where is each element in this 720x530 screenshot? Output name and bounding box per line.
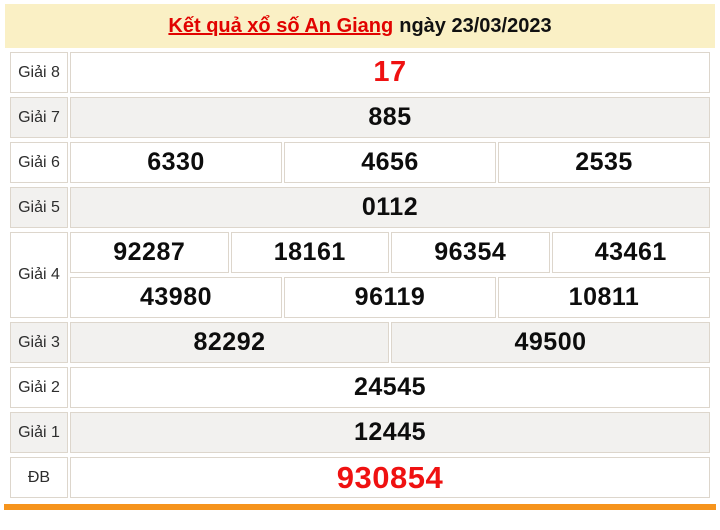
prize-number-6b: 4656 — [284, 142, 496, 183]
prize-number-3b: 49500 — [391, 322, 710, 363]
results-title-link[interactable]: Kết quả xổ số An Giang — [168, 14, 394, 37]
row-prize-3: Giải 3 82292 49500 — [10, 322, 710, 363]
prize-number-db: 930854 — [70, 457, 710, 498]
prize-number-4b: 18161 — [230, 232, 389, 273]
prize-number-5: 0112 — [70, 187, 710, 228]
prize-number-4d: 43461 — [551, 232, 710, 273]
results-table-wrapper: Giải 8 17 Giải 7 885 Giải 6 6330 4656 25… — [8, 48, 712, 502]
row-prize-4b: 43980 96119 10811 — [10, 277, 710, 318]
row-prize-8: Giải 8 17 — [10, 52, 710, 93]
prize-label-db: ĐB — [10, 457, 68, 498]
prize-number-2: 24545 — [70, 367, 710, 408]
prize-number-7: 885 — [70, 97, 710, 138]
prize-label-6: Giải 6 — [10, 142, 68, 183]
prize-number-1: 12445 — [70, 412, 710, 453]
prize-number-6c: 2535 — [498, 142, 710, 183]
prize-number-4e: 43980 — [70, 277, 282, 318]
prize-label-5: Giải 5 — [10, 187, 68, 228]
results-table: Giải 8 17 Giải 7 885 Giải 6 6330 4656 25… — [8, 48, 712, 502]
lottery-results-page: Kết quả xổ số An Giang ngày 23/03/2023 G… — [0, 4, 720, 530]
prize-label-2: Giải 2 — [10, 367, 68, 408]
row-prize-7: Giải 7 885 — [10, 97, 710, 138]
prize-number-4c: 96354 — [391, 232, 550, 273]
prize-label-1: Giải 1 — [10, 412, 68, 453]
prize-label-4: Giải 4 — [10, 232, 68, 318]
row-prize-1: Giải 1 12445 — [10, 412, 710, 453]
row-prize-db: ĐB 930854 — [10, 457, 710, 498]
row-prize-4a: Giải 4 92287 18161 96354 43461 — [10, 232, 710, 318]
row-prize-5: Giải 5 0112 — [10, 187, 710, 228]
results-header: Kết quả xổ số An Giang ngày 23/03/2023 — [5, 4, 715, 48]
prize-label-3: Giải 3 — [10, 322, 68, 363]
row-prize-6: Giải 6 6330 4656 2535 — [10, 142, 710, 183]
prize-number-4f: 96119 — [284, 277, 496, 318]
prize-number-3a: 82292 — [70, 322, 389, 363]
prize-number-4a: 92287 — [70, 232, 229, 273]
prize-number-6a: 6330 — [70, 142, 282, 183]
prize-number-8: 17 — [70, 52, 710, 93]
prize-number-4g: 10811 — [498, 277, 710, 318]
bottom-accent-bar — [4, 504, 716, 510]
prize-label-7: Giải 7 — [10, 97, 68, 138]
results-date: ngày 23/03/2023 — [399, 14, 552, 37]
prize-label-8: Giải 8 — [10, 52, 68, 93]
row-prize-2: Giải 2 24545 — [10, 367, 710, 408]
